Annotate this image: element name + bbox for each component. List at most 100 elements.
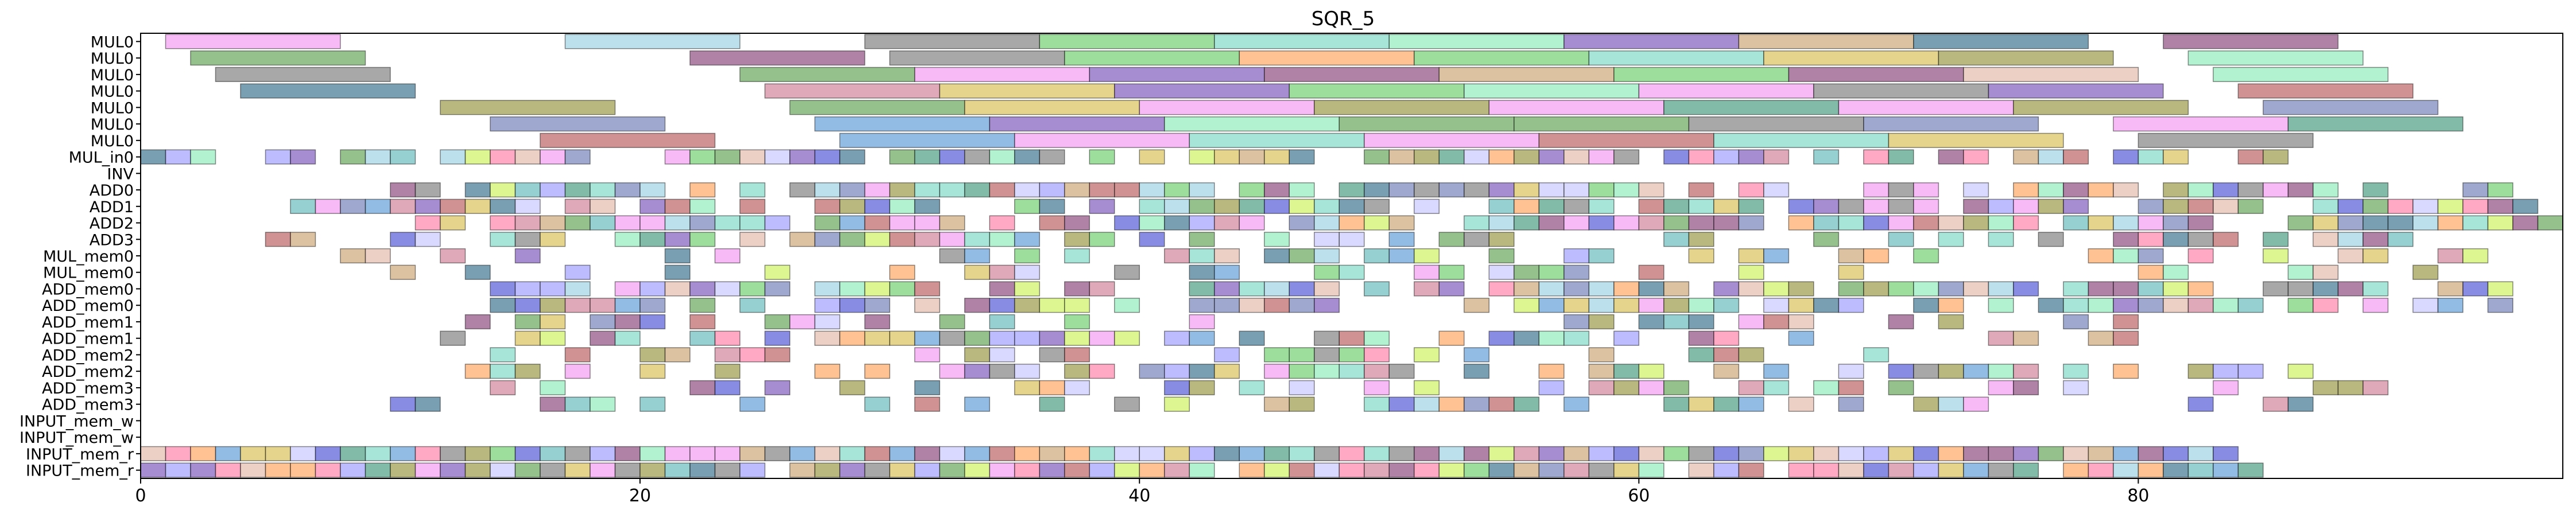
gantt-bar <box>1039 34 1215 49</box>
task-cell <box>2337 248 2364 264</box>
task-cell <box>1763 149 1790 165</box>
task-cell <box>1913 462 1939 478</box>
task-cell <box>1089 198 1115 214</box>
task-cell <box>140 462 166 478</box>
task-cell <box>1139 462 1165 478</box>
task-cell <box>1438 446 1465 461</box>
task-cell <box>2437 281 2464 297</box>
task-cell <box>639 462 666 478</box>
task-cell <box>639 198 666 214</box>
task-cell <box>2287 182 2314 198</box>
task-cell <box>639 314 666 330</box>
task-cell <box>1838 264 1864 280</box>
task-cell <box>814 314 840 330</box>
task-cell <box>1588 182 1615 198</box>
task-cell <box>1414 149 1440 165</box>
task-cell <box>689 330 716 346</box>
task-cell <box>2362 198 2389 214</box>
task-cell <box>440 446 466 461</box>
task-cell <box>514 314 541 330</box>
y-tick-label: MUL0 <box>91 33 134 51</box>
task-cell <box>1713 364 1740 379</box>
task-cell <box>764 347 790 363</box>
task-cell <box>2412 264 2439 280</box>
task-cell <box>639 298 666 313</box>
task-cell <box>1313 298 1340 313</box>
gantt-bar <box>1163 116 1340 132</box>
task-cell <box>1039 446 1065 461</box>
task-cell <box>414 198 441 214</box>
task-cell <box>1163 248 1190 264</box>
task-cell <box>1189 364 1215 379</box>
task-cell <box>914 281 940 297</box>
gantt-bar <box>1763 50 1939 66</box>
y-tick-label: ADD_mem0 <box>42 281 134 298</box>
task-cell <box>1313 364 1340 379</box>
task-cell <box>240 462 266 478</box>
task-cell <box>1688 330 1714 346</box>
task-cell <box>839 215 866 231</box>
task-cell <box>290 232 316 247</box>
task-cell <box>2113 248 2139 264</box>
task-cell <box>1064 330 1090 346</box>
task-cell <box>1913 281 1939 297</box>
task-cell <box>589 314 616 330</box>
task-cell <box>1263 396 1290 412</box>
task-cell <box>889 264 915 280</box>
task-cell <box>1763 314 1790 330</box>
task-cell <box>1988 198 2014 214</box>
task-cell <box>714 364 740 379</box>
task-cell <box>1888 149 1914 165</box>
task-cell <box>1688 248 1714 264</box>
task-cell <box>1189 298 1215 313</box>
task-cell <box>265 462 291 478</box>
gantt-bar <box>764 83 940 99</box>
task-cell <box>939 330 965 346</box>
y-tick-label: ADD_mem2 <box>42 346 134 364</box>
task-cell <box>1613 298 1640 313</box>
task-cell <box>1438 232 1465 247</box>
task-cell <box>739 182 766 198</box>
task-cell <box>2063 149 2089 165</box>
task-cell <box>2387 215 2414 231</box>
y-tick-label: INPUT_mem_r <box>26 446 134 464</box>
task-cell <box>414 396 441 412</box>
task-cell <box>1163 396 1190 412</box>
gantt-bar <box>839 133 1015 148</box>
task-cell <box>2287 298 2314 313</box>
task-cell <box>2163 298 2189 313</box>
task-cell <box>1638 446 1665 461</box>
task-cell <box>864 314 890 330</box>
gantt-bar <box>1838 100 2014 115</box>
task-cell <box>1488 182 1515 198</box>
task-cell <box>1339 347 1365 363</box>
task-cell <box>1713 215 1740 231</box>
task-cell <box>939 446 965 461</box>
task-cell <box>1163 182 1190 198</box>
task-cell <box>1763 248 1790 264</box>
y-tick-label: ADD1 <box>90 198 134 216</box>
task-cell <box>739 347 766 363</box>
task-cell <box>1863 182 1890 198</box>
task-cell <box>1688 314 1714 330</box>
task-cell <box>2362 380 2389 396</box>
task-cell <box>1014 462 1040 478</box>
gantt-bar <box>440 100 616 115</box>
task-cell <box>2237 149 2264 165</box>
task-cell <box>464 314 491 330</box>
gantt-bar <box>240 83 416 99</box>
task-cell <box>165 446 191 461</box>
task-cell <box>1464 364 1490 379</box>
task-cell <box>814 446 840 461</box>
task-cell <box>1888 232 1914 247</box>
task-cell <box>1239 462 1265 478</box>
task-cell <box>1289 364 1315 379</box>
task-cell <box>2213 298 2239 313</box>
task-cell <box>2313 380 2339 396</box>
task-cell <box>440 248 466 264</box>
task-cell <box>614 446 641 461</box>
task-cell <box>2163 149 2189 165</box>
task-cell <box>914 298 940 313</box>
task-cell <box>2487 182 2513 198</box>
task-cell <box>2163 264 2189 280</box>
